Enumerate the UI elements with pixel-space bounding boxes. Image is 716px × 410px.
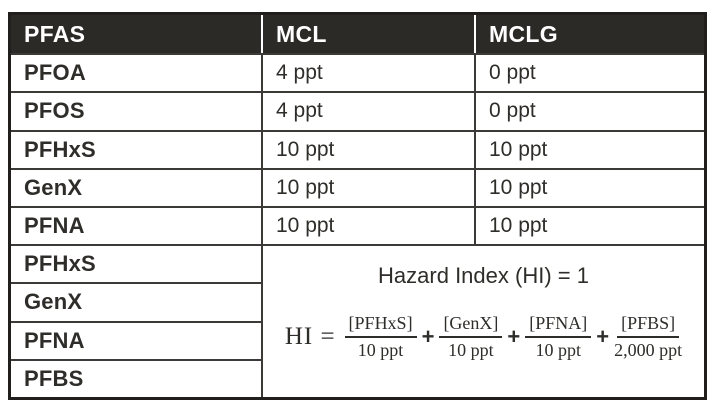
fraction-pfhxs-denominator: 10 ppt: [357, 339, 404, 360]
cell-pfos-mclg: 0 ppt: [474, 91, 704, 130]
cell-pfna-mcl: 10 ppt: [261, 206, 474, 245]
row-pfos-label: PFOS: [11, 91, 261, 129]
formula-lhs: HI =: [284, 322, 336, 350]
hazard-index-formula: HI = [PFHxS] 10 ppt + [GenX] 10 ppt + [P…: [285, 313, 682, 360]
plus-operator: +: [507, 323, 521, 349]
fraction-genx-denominator: 10 ppt: [448, 339, 494, 360]
fraction-genx-numerator: [GenX]: [439, 313, 503, 338]
cell-genx-mcl: 10 ppt: [261, 167, 474, 206]
cell-pfos-mcl: 4 ppt: [261, 91, 474, 130]
fraction-pfna: [PFNA] 10 ppt: [525, 313, 592, 360]
row-pfhxs-label: PFHxS: [11, 129, 261, 168]
fraction-pfna-denominator: 10 ppt: [535, 339, 582, 360]
plus-operator: +: [421, 323, 435, 349]
row-genx-label: GenX: [11, 167, 261, 206]
fraction-genx: [GenX] 10 ppt: [439, 313, 503, 360]
hazard-row-genx-label: GenX: [11, 282, 261, 320]
pfas-mcl-table: PFAS MCL MCLG PFOA 4 ppt 0 ppt PFOS 4 pp…: [8, 12, 707, 400]
cell-pfoa-mclg: 0 ppt: [474, 53, 704, 92]
cell-pfoa-mcl: 4 ppt: [261, 53, 474, 92]
cell-pfhxs-mcl: 10 ppt: [261, 129, 474, 168]
cell-genx-mclg: 10 ppt: [474, 167, 704, 206]
hazard-index-title: Hazard Index (HI) = 1: [378, 263, 589, 289]
hazard-index-cell: Hazard Index (HI) = 1 HI = [PFHxS] 10 pp…: [261, 244, 704, 397]
hazard-row-pfbs-label: PFBS: [11, 358, 261, 397]
hazard-row-pfhxs-label: PFHxS: [11, 244, 261, 282]
cell-pfna-mclg: 10 ppt: [474, 206, 704, 245]
header-cell-mcl: MCL: [261, 15, 474, 54]
hazard-row-pfna-label: PFNA: [11, 320, 261, 359]
fraction-pfhxs-numerator: [PFHxS]: [344, 313, 417, 338]
fraction-pfbs: [PFBS] 2,000 ppt: [614, 313, 682, 360]
fraction-pfbs-denominator: 2,000 ppt: [614, 339, 683, 360]
plus-operator: +: [596, 323, 610, 349]
header-cell-pfas: PFAS: [11, 15, 261, 54]
fraction-pfna-numerator: [PFNA]: [525, 313, 592, 338]
fraction-pfhxs: [PFHxS] 10 ppt: [344, 313, 417, 360]
fraction-pfbs-numerator: [PFBS]: [617, 313, 680, 338]
row-pfna-label: PFNA: [11, 206, 261, 244]
row-pfoa-label: PFOA: [11, 53, 261, 91]
cell-pfhxs-mclg: 10 ppt: [474, 129, 704, 168]
header-cell-mclg: MCLG: [474, 15, 704, 54]
